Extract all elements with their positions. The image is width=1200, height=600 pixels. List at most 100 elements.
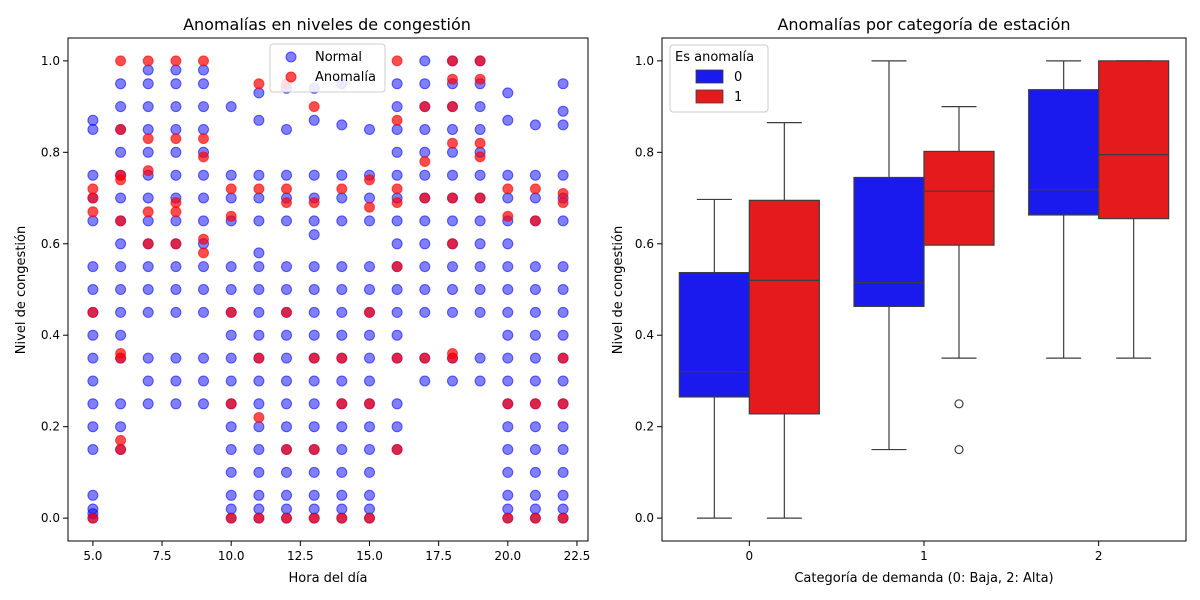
scatter-point — [447, 215, 458, 227]
scatter-point — [502, 398, 514, 410]
scatter-point — [115, 434, 127, 446]
box-x-tick-label: 0 — [746, 549, 754, 563]
scatter-point — [557, 512, 569, 524]
box-iqr — [923, 150, 995, 246]
scatter-point — [557, 329, 569, 341]
scatter-point — [557, 489, 569, 501]
scatter-y-tick-label: 0.6 — [41, 237, 60, 251]
scatter-point — [557, 105, 569, 117]
scatter-point — [281, 512, 292, 524]
scatter-point — [529, 284, 541, 295]
scatter-point — [364, 512, 375, 524]
scatter-point — [447, 137, 458, 149]
scatter-point — [225, 512, 237, 524]
scatter-point — [419, 101, 431, 113]
scatter-point — [225, 375, 237, 387]
scatter-point — [115, 398, 127, 410]
scatter-point — [308, 503, 320, 515]
box-outlier — [954, 399, 964, 409]
box-iqr — [1098, 60, 1170, 220]
scatter-point — [391, 78, 403, 90]
scatter-point — [336, 183, 348, 195]
scatter-point — [87, 284, 99, 295]
scatter-point — [253, 284, 265, 295]
scatter-point — [170, 238, 182, 250]
scatter-point — [142, 165, 154, 177]
scatter-point — [474, 151, 486, 163]
scatter-point — [391, 238, 403, 250]
scatter-point — [225, 192, 237, 204]
scatter-point — [391, 215, 403, 227]
box-y-tick-label: 0.2 — [635, 420, 654, 434]
scatter-point — [419, 352, 431, 364]
scatter-point — [364, 261, 375, 273]
scatter-point — [364, 306, 375, 318]
scatter-point — [391, 398, 403, 410]
scatter-point — [170, 133, 182, 145]
scatter-point — [308, 512, 320, 524]
scatter-point — [447, 55, 458, 67]
scatter-point — [198, 352, 209, 364]
scatter-legend: Normal Anomalía — [269, 43, 386, 93]
scatter-point — [115, 124, 127, 135]
scatter-point — [198, 398, 209, 410]
scatter-point — [308, 466, 320, 478]
scatter-point — [364, 201, 375, 213]
scatter-point — [198, 55, 209, 67]
scatter-point — [447, 306, 458, 318]
scatter-point — [87, 206, 99, 218]
scatter-point — [170, 398, 182, 410]
scatter-point — [253, 398, 265, 410]
scatter-point — [115, 169, 127, 181]
scatter-point — [115, 192, 127, 204]
scatter-point — [253, 503, 265, 515]
scatter-point — [474, 284, 486, 295]
scatter-point — [474, 169, 486, 181]
scatter-point — [391, 114, 403, 126]
scatter-point — [87, 398, 99, 410]
scatter-point — [170, 124, 182, 135]
scatter-point — [336, 503, 348, 515]
scatter-point — [529, 444, 541, 455]
scatter-point — [364, 375, 375, 387]
scatter-point — [364, 284, 375, 295]
scatter-y-tick-label: 0.0 — [41, 511, 60, 525]
scatter-point — [529, 215, 541, 227]
scatter-point — [502, 512, 514, 524]
scatter-point — [281, 398, 292, 410]
scatter-x-tick-label: 20.0 — [494, 549, 521, 563]
scatter-point — [502, 375, 514, 387]
scatter-point — [419, 169, 431, 181]
scatter-point — [391, 421, 403, 433]
scatter-point — [447, 192, 458, 204]
scatter-point — [87, 192, 99, 204]
scatter-point — [253, 183, 265, 195]
scatter-point — [336, 444, 348, 455]
scatter-point — [308, 101, 320, 113]
scatter-point — [557, 215, 569, 227]
scatter-point — [529, 169, 541, 181]
scatter-point — [391, 169, 403, 181]
scatter-point — [87, 444, 99, 455]
scatter-point — [170, 215, 182, 227]
scatter-points — [87, 55, 569, 524]
scatter-point — [364, 421, 375, 433]
scatter-x-label: Hora del día — [289, 571, 368, 586]
scatter-y-tick-label: 0.8 — [41, 145, 60, 159]
scatter-point — [502, 192, 514, 204]
scatter-point — [198, 151, 209, 163]
box-series-0 — [678, 60, 1100, 519]
scatter-point — [87, 503, 99, 515]
scatter-point — [557, 284, 569, 295]
scatter-point — [529, 489, 541, 501]
box-y-axis: 0.0 0.2 0.4 0.6 0.8 1.0 — [635, 54, 662, 525]
scatter-x-tick-label: 15.0 — [356, 549, 383, 563]
box-y-tick-label: 1.0 — [635, 54, 654, 68]
scatter-series-anomalia — [87, 55, 569, 524]
scatter-point — [225, 183, 237, 195]
scatter-y-tick-label: 0.2 — [41, 420, 60, 434]
scatter-point — [142, 261, 154, 273]
scatter-point — [281, 466, 292, 478]
scatter-point — [364, 215, 375, 227]
